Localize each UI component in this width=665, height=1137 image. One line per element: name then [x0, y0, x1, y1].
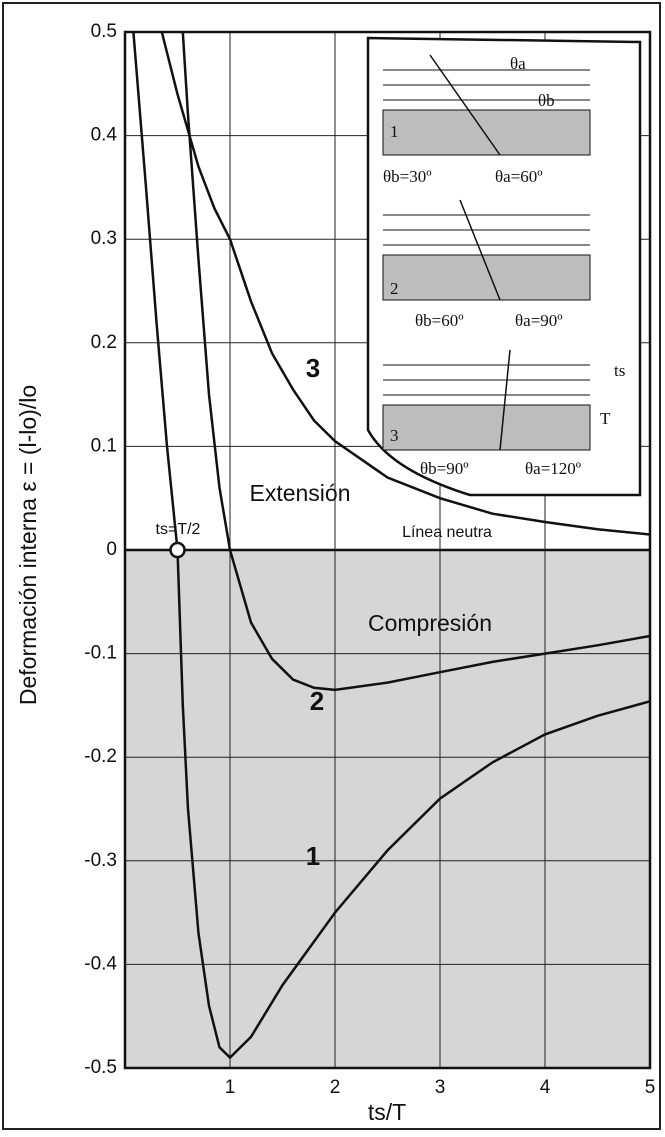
y-tick-label: 0.3 — [91, 228, 117, 249]
case-angle: θb=60º — [415, 311, 464, 330]
case-angle: θb=30º — [383, 167, 432, 186]
x-tick-label: 5 — [645, 1077, 656, 1098]
annotation: Extensión — [249, 480, 350, 506]
series-line — [181, 31, 651, 692]
y-tick-label: -0.4 — [84, 953, 117, 974]
annotation: Compresión — [368, 610, 492, 636]
case-number: 3 — [390, 426, 399, 445]
case-angle: θa=120º — [525, 459, 581, 478]
block — [382, 109, 591, 156]
compression-region — [125, 550, 650, 1068]
fault — [499, 349, 511, 451]
theta-label: θb — [538, 91, 555, 110]
y-tick-label: 0.2 — [91, 332, 117, 353]
y-tick-label: -0.2 — [84, 746, 117, 767]
x-tick-label: 2 — [330, 1077, 341, 1098]
y-tick-label: 0.5 — [91, 21, 117, 42]
y-tick-label: 0.4 — [91, 125, 118, 146]
case-angle: θa=90º — [515, 311, 563, 330]
marker-label: ts=T/2 — [156, 521, 201, 538]
T-label: T — [600, 409, 611, 428]
block — [382, 404, 591, 451]
point-marker — [169, 541, 186, 559]
ts-label: ts — [614, 361, 625, 380]
annotation: Línea neutra — [402, 524, 492, 541]
y-axis-label: Deformación interna ε = (l-lo)/lo — [15, 385, 41, 705]
y-tick-label: -0.1 — [84, 643, 117, 664]
curve-label: 3 — [306, 353, 320, 383]
block — [382, 254, 591, 301]
x-tick-label: 1 — [225, 1077, 236, 1098]
x-axis-label: ts/T — [368, 1099, 406, 1125]
fault — [429, 54, 501, 156]
case-number: 1 — [390, 122, 399, 141]
case-number: 2 — [390, 279, 399, 298]
case-angle: θa=60º — [495, 167, 543, 186]
x-tick-label: 4 — [540, 1077, 551, 1098]
y-tick-label: 0 — [106, 539, 117, 560]
series-line — [132, 31, 651, 1060]
x-tick-label: 3 — [435, 1077, 446, 1098]
series-line — [160, 31, 651, 536]
fault — [459, 199, 501, 301]
y-tick-label: -0.3 — [84, 850, 117, 871]
theta-label: θa — [510, 54, 526, 73]
y-tick-label: -0.5 — [84, 1057, 117, 1078]
curve-label: 2 — [310, 686, 324, 716]
case-angle: θb=90º — [420, 459, 469, 478]
curve-label: 1 — [306, 841, 320, 871]
y-tick-label: 0.1 — [91, 435, 117, 456]
plot-border — [123, 30, 652, 1070]
